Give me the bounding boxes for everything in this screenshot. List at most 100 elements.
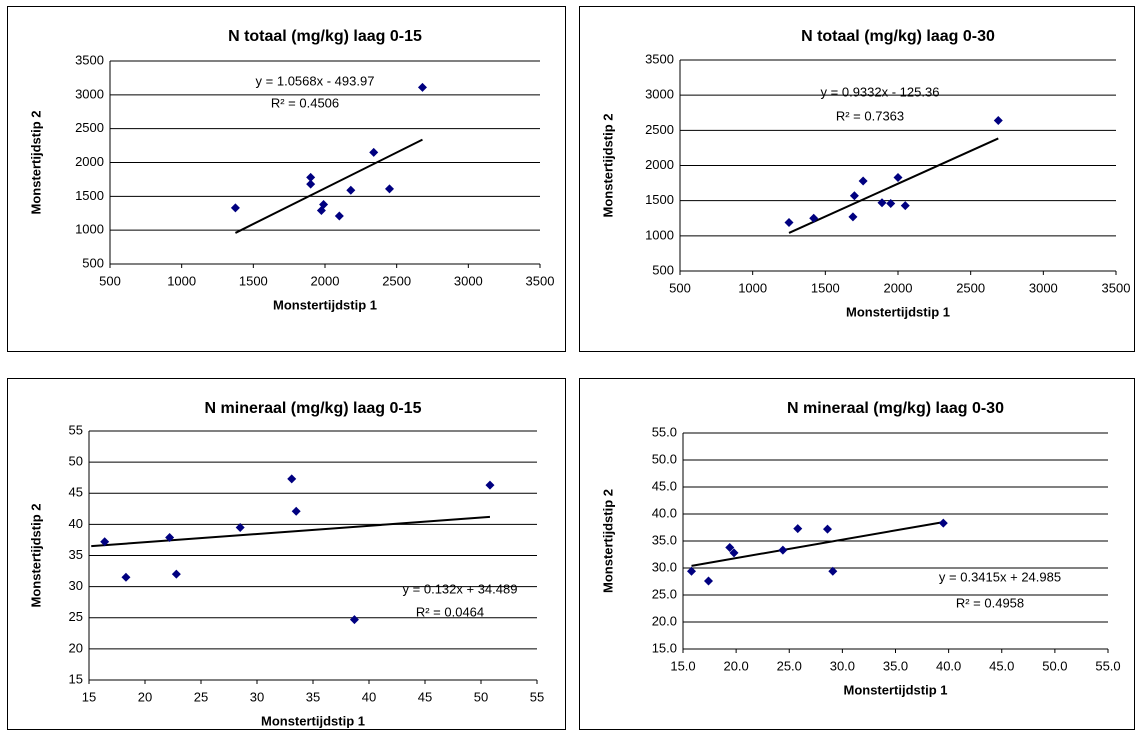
point	[993, 115, 1003, 125]
y-tick-label: 45.0	[652, 478, 677, 493]
point	[100, 537, 110, 547]
x-tick-label: 50	[474, 689, 488, 704]
y-axis-title: Monstertijdstip 2	[600, 113, 615, 217]
y-tick-label: 35	[69, 547, 83, 562]
chart-frame	[7, 378, 566, 730]
point	[306, 179, 316, 189]
y-tick-label: 55	[69, 422, 83, 437]
point	[417, 82, 427, 92]
point	[848, 212, 858, 222]
x-tick-label: 500	[99, 273, 121, 288]
x-tick-label: 30	[250, 689, 264, 704]
trendline	[234, 138, 423, 234]
x-tick-label: 3500	[526, 273, 555, 288]
point	[230, 203, 240, 213]
point	[306, 172, 316, 182]
point	[725, 542, 735, 552]
chart-frame	[579, 6, 1135, 352]
y-tick-label: 30.0	[652, 559, 677, 574]
y-tick-label: 2000	[75, 154, 104, 169]
point	[369, 147, 379, 157]
equation: y = 1.0568x - 493.97	[256, 73, 375, 88]
point	[849, 191, 859, 201]
point	[877, 198, 887, 208]
equation: y = 0.3415x + 24.985	[939, 569, 1061, 584]
point	[235, 522, 245, 532]
r-squared: R² = 0.4506	[271, 95, 339, 110]
y-tick-label: 3500	[645, 51, 674, 66]
y-tick-label: 45	[69, 485, 83, 500]
y-tick-label: 1000	[75, 222, 104, 237]
x-axis-title: Monstertijdstip 1	[843, 682, 947, 697]
r-squared: R² = 0.4958	[956, 595, 1024, 610]
point	[893, 172, 903, 182]
y-tick-label: 50	[69, 454, 83, 469]
point	[886, 198, 896, 208]
x-tick-label: 20.0	[723, 658, 748, 673]
y-tick-label: 20.0	[652, 613, 677, 628]
y-tick-label: 3500	[75, 52, 104, 67]
y-axis-title: Monstertijdstip 2	[28, 503, 43, 607]
y-tick-label: 2500	[645, 122, 674, 137]
y-tick-label: 25	[69, 609, 83, 624]
point	[121, 572, 131, 582]
chart-title: N mineraal (mg/kg) laag 0-15	[205, 400, 422, 417]
point	[485, 480, 495, 490]
x-tick-label: 1000	[738, 280, 767, 295]
x-tick-label: 40.0	[936, 658, 961, 673]
y-tick-label: 15	[69, 671, 83, 686]
point	[319, 199, 329, 209]
point	[165, 532, 175, 542]
r-squared: R² = 0.0464	[416, 604, 484, 619]
x-axis-title: Monstertijdstip 1	[273, 297, 377, 312]
point	[784, 217, 794, 227]
point	[729, 548, 739, 558]
point	[809, 213, 819, 223]
x-tick-label: 2500	[382, 273, 411, 288]
point	[778, 545, 788, 555]
y-tick-label: 500	[82, 255, 104, 270]
y-tick-label: 3000	[75, 86, 104, 101]
point	[938, 518, 948, 528]
point	[687, 566, 696, 576]
x-tick-label: 1000	[167, 273, 196, 288]
x-tick-label: 45.0	[989, 658, 1014, 673]
x-tick-label: 2000	[884, 280, 913, 295]
y-tick-label: 2500	[75, 120, 104, 135]
x-tick-label: 25.0	[777, 658, 802, 673]
y-tick-label: 50.0	[652, 451, 677, 466]
x-tick-label: 3000	[454, 273, 483, 288]
point	[793, 524, 803, 534]
x-tick-label: 15.0	[670, 658, 695, 673]
equation: y = 0.9332x - 125.36	[821, 84, 940, 99]
x-tick-label: 2000	[311, 273, 340, 288]
x-tick-label: 500	[669, 280, 691, 295]
x-tick-label: 25	[194, 689, 208, 704]
point	[704, 576, 713, 586]
chart-title: N totaal (mg/kg) laag 0-15	[228, 28, 422, 45]
x-axis-title: Monstertijdstip 1	[261, 713, 365, 728]
x-tick-label: 40	[362, 689, 376, 704]
point	[385, 184, 394, 194]
trendline	[91, 515, 491, 548]
y-tick-label: 1500	[645, 192, 674, 207]
y-axis-title: Monstertijdstip 2	[600, 489, 615, 593]
equation: y = 0.132x + 34.489	[403, 581, 518, 596]
x-tick-label: 3500	[1102, 280, 1131, 295]
x-tick-label: 30.0	[830, 658, 855, 673]
x-tick-label: 50.0	[1042, 658, 1067, 673]
trendline	[691, 521, 944, 567]
point	[291, 506, 301, 516]
point	[346, 185, 356, 195]
point	[334, 211, 344, 221]
x-axis-title: Monstertijdstip 1	[846, 304, 950, 319]
y-tick-label: 40.0	[652, 505, 677, 520]
trendline	[788, 137, 999, 234]
r-squared: R² = 0.7363	[836, 108, 904, 123]
x-tick-label: 3000	[1029, 280, 1058, 295]
y-tick-label: 40	[69, 516, 83, 531]
y-tick-label: 3000	[645, 87, 674, 102]
x-tick-label: 2500	[956, 280, 985, 295]
x-tick-label: 20	[138, 689, 152, 704]
